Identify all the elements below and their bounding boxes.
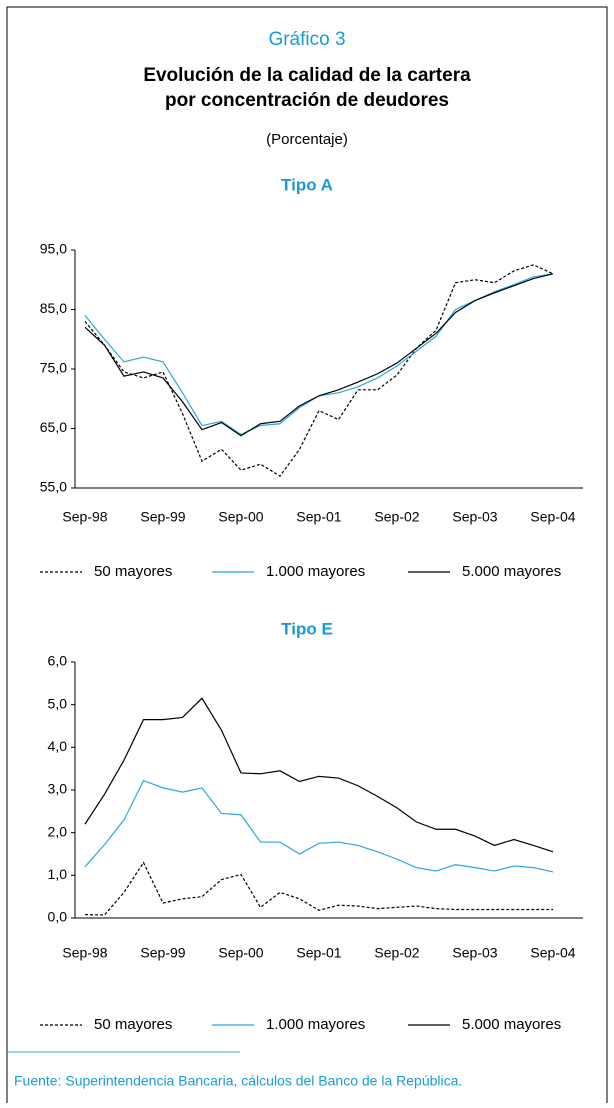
x-tick-label: Sep-04: [530, 509, 575, 525]
x-tick-label: Sep-03: [452, 509, 497, 525]
legend-label: 1.000 mayores: [266, 563, 365, 580]
title: Evolución de la calidad de la cartera: [143, 65, 471, 86]
y-tick-label: 65,0: [40, 419, 67, 435]
y-tick-label: 75,0: [40, 360, 67, 376]
x-tick-label: Sep-98: [62, 509, 107, 525]
y-tick-label: 1,0: [48, 866, 68, 882]
y-tick-label: 3,0: [48, 781, 68, 797]
legend-label: 50 mayores: [94, 1016, 172, 1033]
series-line: [84, 697, 554, 853]
y-tick-label: 0,0: [48, 909, 68, 925]
y-tick-label: 95,0: [40, 241, 67, 257]
y-tick-label: 85,0: [40, 300, 67, 316]
unit: (Porcentaje): [266, 131, 348, 148]
frame: [6, 6, 608, 1103]
legend-label: 1.000 mayores: [266, 1016, 365, 1033]
x-tick-label: Sep-04: [530, 945, 575, 961]
chart-title: Tipo E: [281, 619, 333, 638]
x-tick-label: Sep-98: [62, 945, 107, 961]
source: Fuente: Superintendencia Bancaria, cálcu…: [14, 1073, 462, 1089]
y-tick-label: 5,0: [48, 695, 68, 711]
legend-label: 50 mayores: [94, 563, 172, 580]
x-tick-label: Sep-01: [296, 509, 341, 525]
x-tick-label: Sep-03: [452, 945, 497, 961]
series-line: [84, 861, 553, 916]
x-tick-label: Sep-99: [140, 945, 185, 961]
legend-label: 5.000 mayores: [462, 1016, 561, 1033]
y-tick-label: 4,0: [48, 738, 68, 754]
x-tick-label: Sep-00: [218, 945, 263, 961]
legend-label: 5.000 mayores: [462, 563, 561, 580]
series-line: [84, 273, 554, 437]
x-tick-label: Sep-00: [218, 509, 263, 525]
chart-title: Tipo A: [281, 175, 333, 194]
y-tick-label: 55,0: [40, 479, 67, 495]
series-line: [84, 779, 554, 873]
title: por concentración de deudores: [165, 90, 449, 111]
x-tick-label: Sep-02: [374, 509, 419, 525]
x-tick-label: Sep-02: [374, 945, 419, 961]
figure-label: Gráfico 3: [268, 29, 345, 50]
y-tick-label: 6,0: [48, 653, 68, 669]
x-tick-label: Sep-01: [296, 945, 341, 961]
x-tick-label: Sep-99: [140, 509, 185, 525]
y-tick-label: 2,0: [48, 823, 68, 839]
